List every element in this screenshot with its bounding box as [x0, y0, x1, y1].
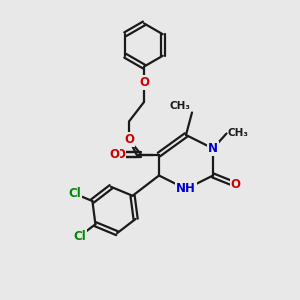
Text: O: O — [115, 148, 125, 161]
Text: NH: NH — [176, 182, 196, 196]
Text: N: N — [208, 142, 218, 155]
Text: O: O — [139, 76, 149, 89]
Text: Cl: Cl — [74, 230, 86, 243]
Text: O: O — [230, 178, 241, 191]
Text: Cl: Cl — [68, 187, 81, 200]
Text: O: O — [124, 133, 134, 146]
Text: CH₃: CH₃ — [228, 128, 249, 139]
Text: O: O — [109, 148, 119, 161]
Text: CH₃: CH₃ — [169, 101, 190, 111]
